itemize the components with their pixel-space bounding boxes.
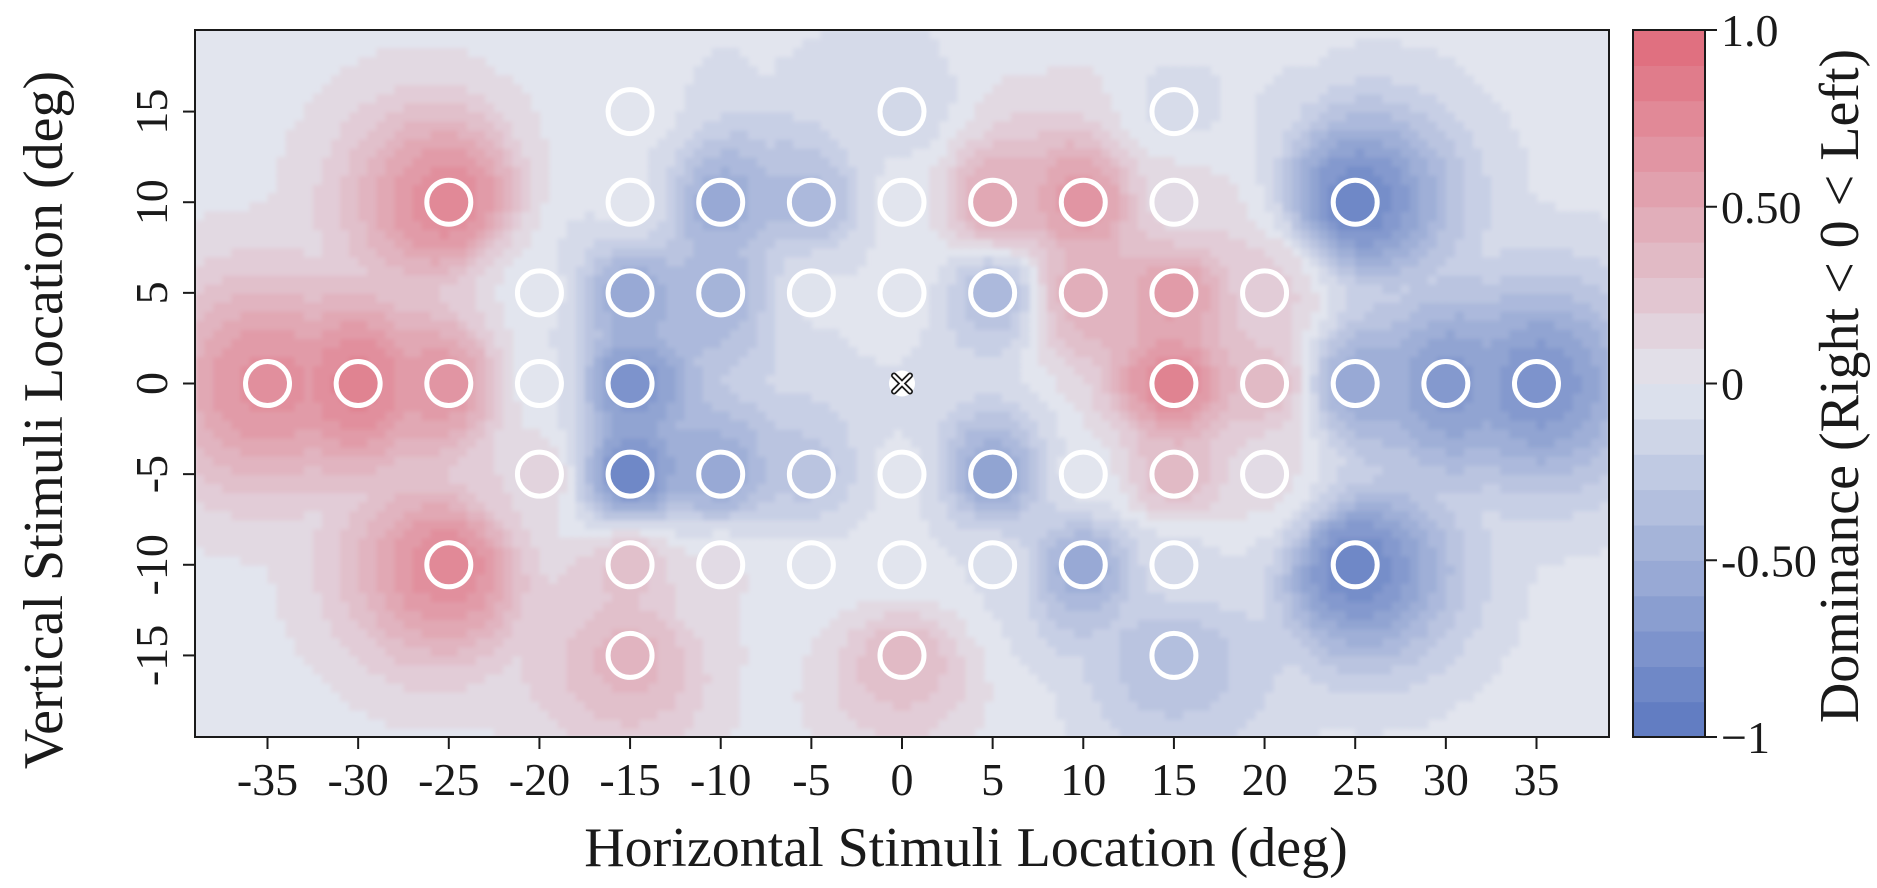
stimulus-point: [1152, 362, 1196, 406]
stimulus-point: [880, 543, 924, 587]
stimulus-point: [789, 543, 833, 587]
stimulus-point: [1061, 452, 1105, 496]
stimulus-point: [1061, 543, 1105, 587]
stimulus-point: [427, 362, 471, 406]
fixation-cross-icon: [889, 371, 915, 397]
stimulus-point: [608, 362, 652, 406]
stimulus-point: [517, 271, 561, 315]
x-tick-label: -10: [690, 754, 751, 805]
stimulus-point: [1152, 452, 1196, 496]
x-axis-label: Horizontal Stimuli Location (deg): [584, 817, 1348, 879]
stimulus-point: [789, 271, 833, 315]
y-axis-ticks: -15 -10 -5 0 5 10 15: [126, 89, 195, 687]
y-tick-label: 15: [126, 89, 177, 135]
stimulus-point: [971, 271, 1015, 315]
stimulus-point: [517, 452, 561, 496]
stimulus-point: [427, 180, 471, 224]
x-tick-label: -20: [509, 754, 570, 805]
x-tick-label: 25: [1332, 754, 1378, 805]
y-tick-label: -15: [126, 625, 177, 686]
stimulus-point: [971, 452, 1015, 496]
stimulus-point: [1333, 543, 1377, 587]
stimulus-point: [608, 180, 652, 224]
stimulus-point: [517, 362, 561, 406]
colorbar-ticks: 1.0 0.50 0 -0.50 −1: [1705, 5, 1817, 763]
stimulus-point: [1152, 633, 1196, 677]
x-tick-label: -5: [792, 754, 830, 805]
stimulus-point: [608, 543, 652, 587]
x-tick-label: 30: [1423, 754, 1469, 805]
stimulus-point: [699, 180, 743, 224]
stimulus-point: [971, 543, 1015, 587]
stimulus-point: [1424, 362, 1468, 406]
stimulus-point: [608, 90, 652, 134]
stimulus-point: [1152, 271, 1196, 315]
y-tick-label: -5: [126, 455, 177, 493]
y-tick-label: -10: [126, 534, 177, 595]
stimulus-point: [427, 543, 471, 587]
colorbar-label: Dominance (Right < 0 < Left): [1809, 49, 1871, 723]
stimulus-point: [880, 452, 924, 496]
x-tick-label: 35: [1513, 754, 1559, 805]
x-tick-label: 5: [981, 754, 1004, 805]
stimulus-point: [1333, 180, 1377, 224]
stimulus-point: [1152, 180, 1196, 224]
y-tick-label: 0: [126, 372, 177, 395]
stimulus-point: [789, 452, 833, 496]
x-tick-label: -35: [237, 754, 298, 805]
stimulus-point: [699, 543, 743, 587]
stimulus-point: [880, 180, 924, 224]
stimulus-point: [1243, 452, 1287, 496]
stimulus-point: [1243, 271, 1287, 315]
stimulus-point: [1061, 271, 1105, 315]
stimulus-point: [880, 90, 924, 134]
x-axis-ticks: -35 -30 -25 -20 -15 -10 -5 0 5 10 15 20 25 30 35: [237, 737, 1560, 805]
stimulus-point: [608, 271, 652, 315]
x-tick-label: -25: [418, 754, 479, 805]
stimulus-point: [880, 271, 924, 315]
stimulus-point: [880, 633, 924, 677]
x-tick-label: -30: [327, 754, 388, 805]
stimulus-point: [699, 452, 743, 496]
stimulus-point: [1152, 90, 1196, 134]
colorbar-tick-label: 0: [1721, 359, 1744, 410]
x-tick-label: -15: [599, 754, 660, 805]
stimulus-point: [1243, 362, 1287, 406]
colorbar-tick-label: 1.0: [1721, 5, 1779, 56]
stimulus-point: [608, 452, 652, 496]
y-axis-label: Vertical Stimuli Location (deg): [13, 71, 75, 769]
stimulus-point: [699, 271, 743, 315]
stimulus-point: [1514, 362, 1558, 406]
x-tick-label: 20: [1242, 754, 1288, 805]
colorbar-tick-label: −1: [1721, 712, 1770, 763]
stimulus-point: [1061, 180, 1105, 224]
stimulus-point: [1152, 543, 1196, 587]
stimulus-point: [608, 633, 652, 677]
x-tick-label: 0: [891, 754, 914, 805]
x-tick-label: 10: [1060, 754, 1106, 805]
colorbar-bands: [1633, 30, 1705, 738]
x-tick-label: 15: [1151, 754, 1197, 805]
stimulus-point: [246, 362, 290, 406]
colorbar-tick-label: 0.50: [1721, 182, 1802, 233]
stimulus-point: [336, 362, 380, 406]
colorbar-tick-label: -0.50: [1721, 535, 1817, 586]
stimulus-point: [971, 180, 1015, 224]
y-tick-label: 10: [126, 179, 177, 225]
stimulus-point: [789, 180, 833, 224]
stimulus-point: [1333, 362, 1377, 406]
y-tick-label: 5: [126, 281, 177, 304]
